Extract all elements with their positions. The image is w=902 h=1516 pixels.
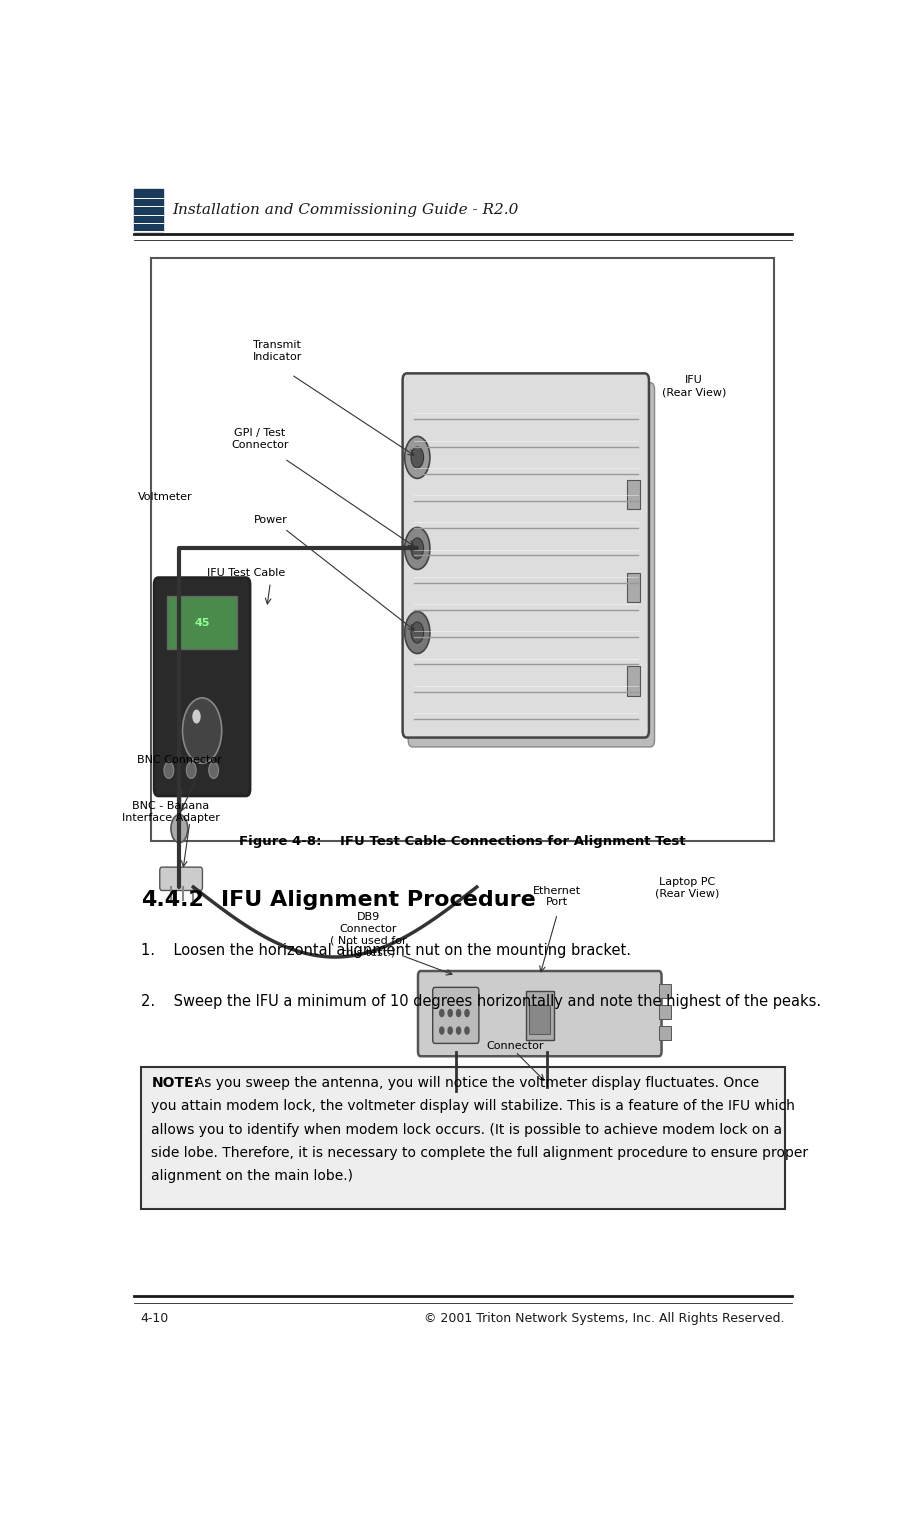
Text: Figure 4-8:    IFU Test Cable Connections for Alignment Test: Figure 4-8: IFU Test Cable Connections f… bbox=[239, 835, 686, 847]
FancyBboxPatch shape bbox=[418, 972, 661, 1057]
Circle shape bbox=[186, 763, 196, 778]
Text: 45: 45 bbox=[194, 617, 209, 628]
Circle shape bbox=[447, 1010, 452, 1017]
Text: IFU Alignment Procedure: IFU Alignment Procedure bbox=[221, 890, 536, 910]
Text: Power: Power bbox=[253, 515, 287, 526]
Circle shape bbox=[404, 528, 429, 570]
Circle shape bbox=[410, 538, 423, 559]
Circle shape bbox=[170, 814, 188, 843]
FancyBboxPatch shape bbox=[440, 1088, 471, 1114]
Text: Ethernet
Port: Ethernet Port bbox=[532, 885, 581, 907]
FancyBboxPatch shape bbox=[167, 596, 237, 649]
Text: © 2001 Triton Network Systems, Inc. All Rights Reserved.: © 2001 Triton Network Systems, Inc. All … bbox=[424, 1313, 784, 1325]
Circle shape bbox=[404, 611, 429, 653]
Circle shape bbox=[439, 1010, 444, 1017]
FancyBboxPatch shape bbox=[658, 1026, 670, 1040]
FancyBboxPatch shape bbox=[402, 373, 649, 738]
Circle shape bbox=[439, 1026, 444, 1034]
Text: allows you to identify when modem lock occurs. (It is possible to achieve modem : allows you to identify when modem lock o… bbox=[152, 1123, 782, 1137]
Text: GPI / Test
Connector: GPI / Test Connector bbox=[231, 428, 289, 450]
FancyBboxPatch shape bbox=[154, 578, 250, 796]
Circle shape bbox=[447, 1026, 452, 1034]
FancyBboxPatch shape bbox=[408, 382, 654, 747]
Circle shape bbox=[182, 697, 222, 763]
Text: DB9
Connector
( Not used for
this test.): DB9 Connector ( Not used for this test.) bbox=[329, 913, 406, 957]
Text: Connector: Connector bbox=[486, 1041, 543, 1051]
FancyBboxPatch shape bbox=[160, 867, 202, 890]
FancyBboxPatch shape bbox=[627, 667, 640, 696]
FancyBboxPatch shape bbox=[141, 1067, 784, 1210]
Circle shape bbox=[410, 622, 423, 643]
Circle shape bbox=[456, 1010, 460, 1017]
FancyBboxPatch shape bbox=[152, 258, 773, 841]
FancyBboxPatch shape bbox=[525, 991, 553, 1040]
Circle shape bbox=[164, 763, 173, 778]
FancyBboxPatch shape bbox=[627, 479, 640, 509]
Text: BNC - Banana
Interface Adapter: BNC - Banana Interface Adapter bbox=[122, 802, 220, 823]
Text: Laptop PC
(Rear View): Laptop PC (Rear View) bbox=[654, 878, 718, 899]
FancyBboxPatch shape bbox=[529, 1005, 549, 1034]
FancyBboxPatch shape bbox=[133, 190, 163, 230]
Circle shape bbox=[404, 437, 429, 479]
Text: Installation and Commissioning Guide - R2.0: Installation and Commissioning Guide - R… bbox=[172, 203, 518, 217]
Text: 2.    Sweep the IFU a minimum of 10 degrees horizontally and note the highest of: 2. Sweep the IFU a minimum of 10 degrees… bbox=[141, 994, 820, 1008]
FancyBboxPatch shape bbox=[627, 573, 640, 602]
Text: Transmit
Indicator: Transmit Indicator bbox=[253, 341, 301, 362]
Circle shape bbox=[192, 709, 200, 723]
Text: side lobe. Therefore, it is necessary to complete the full alignment procedure t: side lobe. Therefore, it is necessary to… bbox=[152, 1146, 807, 1160]
FancyBboxPatch shape bbox=[432, 987, 478, 1043]
Text: 1.    Loosen the horizontal alignment nut on the mounting bracket.: 1. Loosen the horizontal alignment nut o… bbox=[141, 943, 630, 958]
Text: NOTE:: NOTE: bbox=[152, 1076, 199, 1090]
FancyBboxPatch shape bbox=[658, 984, 670, 998]
Text: you attain modem lock, the voltmeter display will stabilize. This is a feature o: you attain modem lock, the voltmeter dis… bbox=[152, 1099, 795, 1113]
Circle shape bbox=[410, 447, 423, 468]
FancyBboxPatch shape bbox=[658, 1005, 670, 1019]
Text: Voltmeter: Voltmeter bbox=[138, 493, 192, 502]
Text: As you sweep the antenna, you will notice the voltmeter display fluctuates. Once: As you sweep the antenna, you will notic… bbox=[152, 1076, 759, 1090]
Text: 4.4.2: 4.4.2 bbox=[141, 890, 204, 910]
Text: 4-10: 4-10 bbox=[141, 1313, 169, 1325]
Circle shape bbox=[465, 1026, 468, 1034]
Text: IFU
(Rear View): IFU (Rear View) bbox=[661, 376, 725, 397]
Circle shape bbox=[456, 1026, 460, 1034]
Text: IFU Test Cable: IFU Test Cable bbox=[207, 568, 285, 578]
Text: alignment on the main lobe.): alignment on the main lobe.) bbox=[152, 1169, 353, 1184]
Text: BNC Connector: BNC Connector bbox=[137, 755, 222, 764]
FancyBboxPatch shape bbox=[537, 1084, 556, 1107]
Circle shape bbox=[208, 763, 218, 778]
Circle shape bbox=[465, 1010, 468, 1017]
